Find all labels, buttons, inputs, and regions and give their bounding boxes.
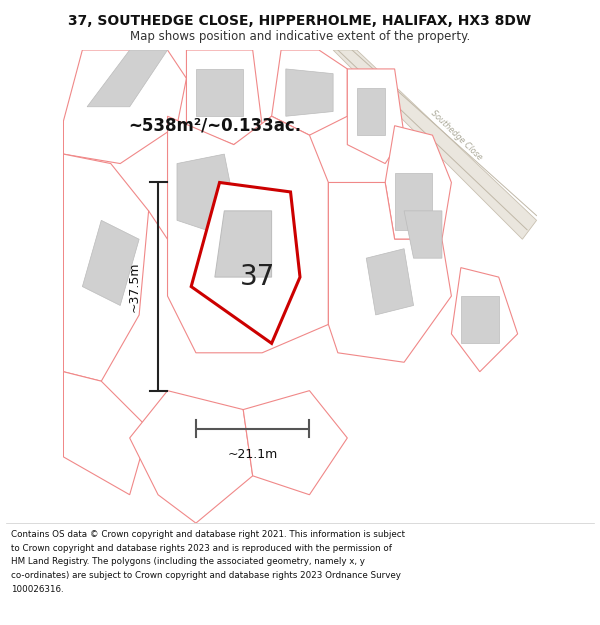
Polygon shape [177, 154, 234, 230]
Polygon shape [64, 50, 187, 164]
Text: Southedge Close: Southedge Close [428, 108, 484, 162]
Polygon shape [191, 182, 300, 343]
Text: ~21.1m: ~21.1m [227, 448, 278, 461]
Text: HM Land Registry. The polygons (including the associated geometry, namely x, y: HM Land Registry. The polygons (includin… [11, 558, 365, 566]
Text: to Crown copyright and database rights 2023 and is reproduced with the permissio: to Crown copyright and database rights 2… [11, 544, 392, 552]
Polygon shape [187, 50, 262, 144]
Polygon shape [357, 88, 385, 135]
Polygon shape [461, 296, 499, 343]
Polygon shape [272, 50, 347, 135]
Polygon shape [64, 372, 149, 495]
Text: Map shows position and indicative extent of the property.: Map shows position and indicative extent… [130, 30, 470, 43]
Polygon shape [395, 173, 433, 230]
Polygon shape [167, 116, 328, 352]
Polygon shape [82, 221, 139, 306]
Text: ~538m²/~0.133ac.: ~538m²/~0.133ac. [128, 117, 301, 135]
Polygon shape [347, 69, 404, 164]
Polygon shape [366, 249, 413, 315]
Text: 37, SOUTHEDGE CLOSE, HIPPERHOLME, HALIFAX, HX3 8DW: 37, SOUTHEDGE CLOSE, HIPPERHOLME, HALIFA… [68, 14, 532, 28]
Polygon shape [64, 154, 149, 381]
Text: 100026316.: 100026316. [11, 585, 64, 594]
Text: 37: 37 [240, 263, 275, 291]
Polygon shape [328, 182, 451, 362]
Polygon shape [196, 69, 243, 116]
Polygon shape [87, 50, 167, 107]
Text: co-ordinates) are subject to Crown copyright and database rights 2023 Ordnance S: co-ordinates) are subject to Crown copyr… [11, 571, 401, 580]
Text: Contains OS data © Crown copyright and database right 2021. This information is : Contains OS data © Crown copyright and d… [11, 530, 405, 539]
Polygon shape [333, 50, 536, 239]
Polygon shape [404, 211, 442, 258]
Polygon shape [286, 69, 333, 116]
Polygon shape [243, 391, 347, 495]
Polygon shape [215, 211, 272, 277]
Polygon shape [385, 126, 451, 239]
Polygon shape [130, 391, 253, 523]
Polygon shape [451, 268, 518, 372]
Text: ~37.5m: ~37.5m [128, 261, 141, 312]
